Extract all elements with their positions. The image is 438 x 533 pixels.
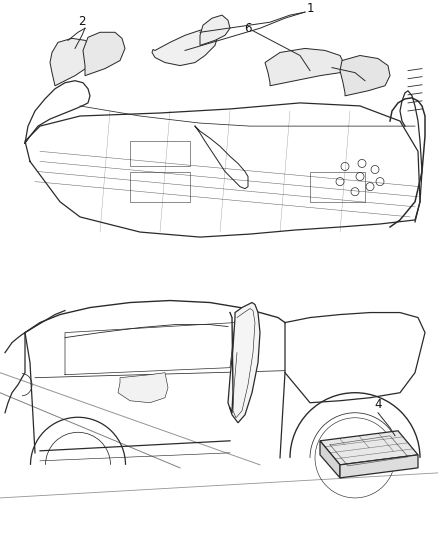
Polygon shape (320, 431, 418, 465)
Bar (310, 172, 365, 202)
Polygon shape (50, 38, 95, 86)
Polygon shape (152, 28, 218, 66)
Text: 4: 4 (374, 398, 382, 411)
Polygon shape (340, 55, 390, 96)
Text: 5: 5 (324, 59, 332, 72)
Polygon shape (118, 373, 168, 403)
Polygon shape (200, 15, 230, 45)
Bar (130, 172, 190, 202)
Polygon shape (340, 455, 418, 478)
Bar (130, 141, 190, 166)
Polygon shape (320, 441, 340, 478)
Polygon shape (265, 49, 345, 86)
Polygon shape (228, 303, 260, 423)
Text: 1: 1 (306, 2, 314, 14)
Text: 2: 2 (78, 15, 86, 28)
Polygon shape (83, 33, 125, 76)
Text: 6: 6 (244, 22, 252, 35)
